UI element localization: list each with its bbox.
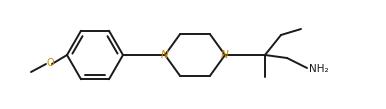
Text: N: N xyxy=(161,49,169,60)
Text: N: N xyxy=(221,49,229,60)
Text: O: O xyxy=(46,59,54,68)
Text: NH₂: NH₂ xyxy=(309,64,328,74)
